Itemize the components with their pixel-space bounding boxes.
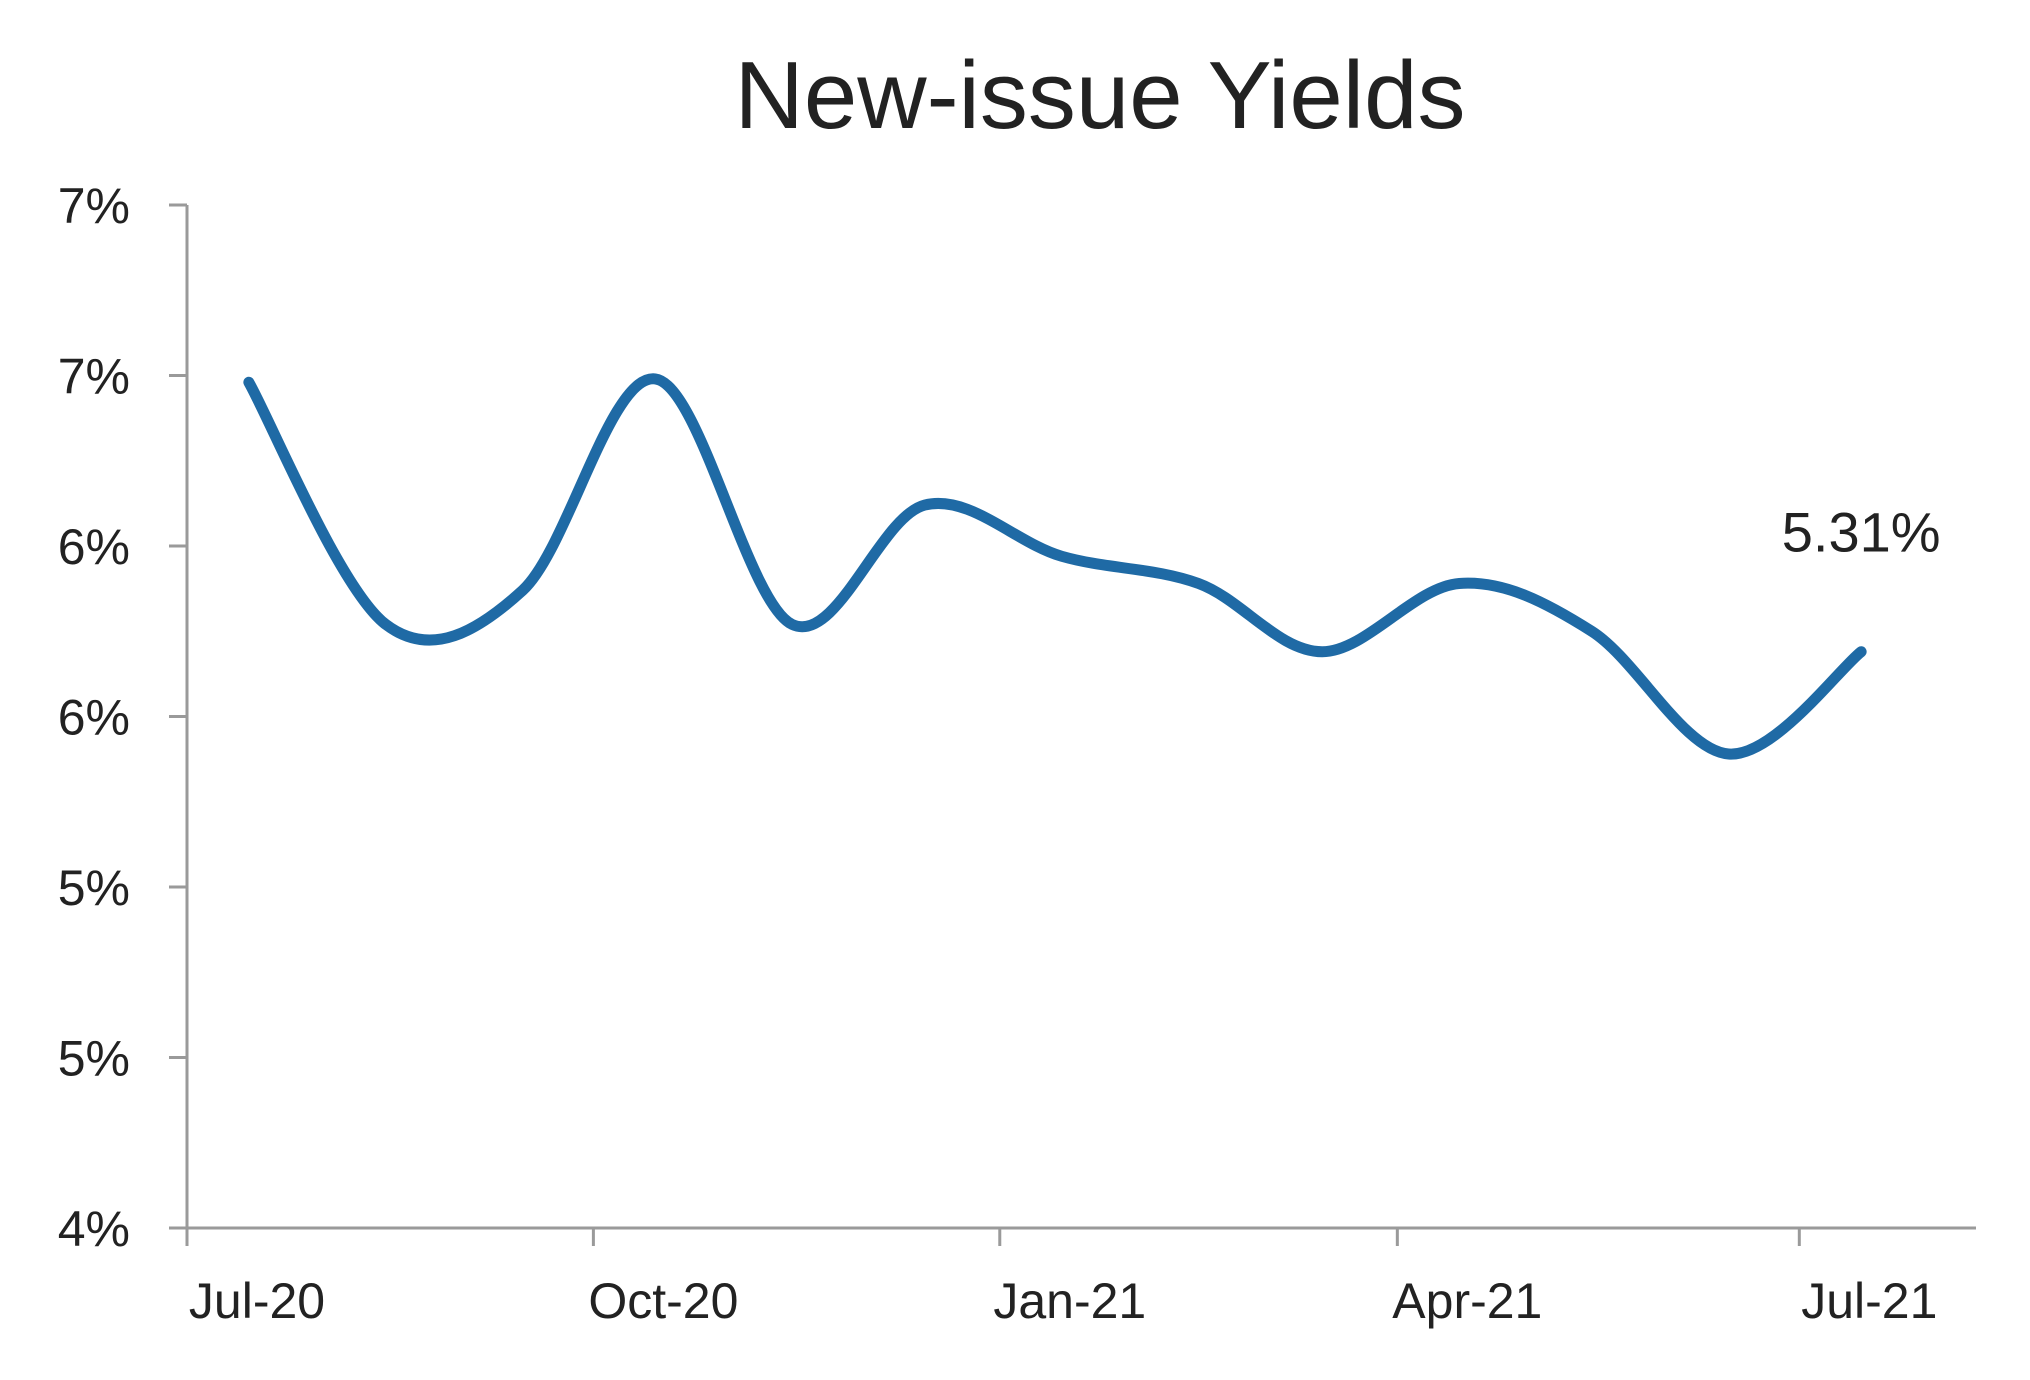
data-point <box>522 590 523 591</box>
chart-title: New-issue Yields <box>735 42 1466 149</box>
x-tick-label: Jul-20 <box>189 1273 325 1329</box>
data-point <box>1198 583 1199 584</box>
y-tick-label: 6% <box>58 519 130 575</box>
data-point <box>792 624 793 625</box>
series-line <box>243 373 1867 760</box>
data-point <box>1861 651 1862 652</box>
x-tick-label: Jul-21 <box>1801 1273 1937 1329</box>
data-point <box>385 624 386 625</box>
y-tick-label: 4% <box>58 1201 130 1257</box>
x-tick-label: Jan-21 <box>993 1273 1146 1329</box>
series-group <box>243 373 1867 760</box>
x-axis-ticks: Jul-20 Oct-20 Jan-21 Apr-21 Jul-21 <box>185 1228 1937 1329</box>
data-point <box>1591 631 1592 632</box>
data-point <box>248 382 249 383</box>
annotations-group: 5.31% <box>1782 501 1941 564</box>
data-label: 5.31% <box>1782 501 1941 564</box>
data-point <box>1322 651 1323 652</box>
y-tick-label: 5% <box>58 860 130 916</box>
data-point <box>1728 754 1729 755</box>
data-point <box>924 505 925 506</box>
y-tick-label: 7% <box>58 349 130 405</box>
y-tick-label: 6% <box>58 690 130 746</box>
y-tick-label: 7% <box>58 178 130 234</box>
data-point <box>655 378 656 379</box>
x-tick-label: Oct-20 <box>588 1273 738 1329</box>
data-point <box>1459 583 1460 584</box>
x-tick-label: Apr-21 <box>1392 1273 1542 1329</box>
y-tick-label: 5% <box>58 1031 130 1087</box>
data-point <box>1061 556 1062 557</box>
y-axis-ticks: 4% 5% 5% 6% 6% 7% 7% <box>58 178 187 1257</box>
